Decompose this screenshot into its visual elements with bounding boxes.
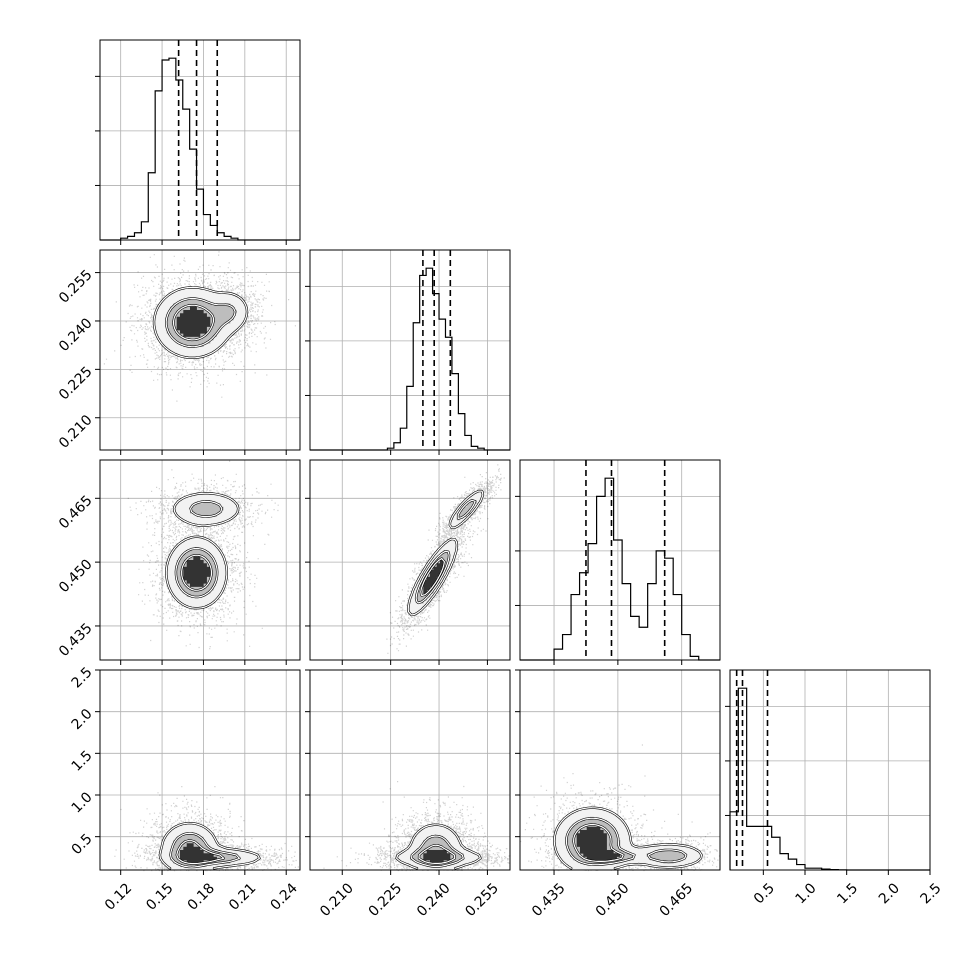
density-contour-highlight (573, 823, 624, 862)
sample-points (520, 744, 721, 872)
x-tick-label: 0.210 (317, 880, 357, 920)
x-tick-label: 0.465 (657, 880, 697, 920)
histogram-step (310, 267, 510, 451)
density-contour-highlight (407, 490, 484, 616)
panel-frame (99, 249, 301, 451)
density-fill-high (183, 556, 211, 587)
density-fill-high (180, 843, 217, 864)
panel-frame (729, 669, 931, 871)
density-contour-highlight (175, 500, 223, 598)
density-fill-high (423, 850, 451, 864)
density-contour-highlight (176, 840, 225, 865)
y-tick-label: 0.225 (56, 364, 96, 404)
x-tick-label: 0.255 (462, 880, 502, 920)
y-tick-label: 0.255 (56, 267, 96, 307)
density-contour-highlight (420, 557, 445, 597)
density-fill-high (576, 826, 621, 861)
scatter-density-panel: 0.435 0.450 0.465 (515, 669, 721, 920)
panel-frame (99, 669, 301, 871)
y-tick-label: 0.240 (56, 315, 96, 355)
panel-frame (519, 669, 721, 871)
scatter-density-panel: 0.12 0.15 0.18 0.21 0.24 0.5 1.0 1.5 2.0 2.5 (69, 664, 301, 913)
x-tick-label: 0.5 (751, 880, 778, 907)
y-tick-label: 2.5 (69, 664, 96, 691)
panel-frame (99, 459, 301, 661)
panel-frame (309, 669, 511, 871)
density-contour-highlight (181, 554, 213, 591)
density-contour-highlight (410, 835, 464, 868)
panel-frame (519, 459, 721, 661)
histogram-panel (515, 459, 721, 665)
histogram-step (100, 57, 300, 241)
x-tick-label: 0.18 (185, 880, 218, 913)
density-fill-mid (166, 300, 237, 347)
y-tick-label: 1.5 (69, 748, 96, 775)
histogram-panel (305, 249, 511, 455)
sample-points (127, 460, 279, 650)
density-fill-high (176, 306, 211, 337)
histogram-step (729, 687, 930, 871)
density-contour-highlight (565, 817, 687, 866)
x-tick-label: 0.24 (267, 880, 300, 913)
scatter-density-panel: 0.435 0.450 0.465 (56, 459, 301, 665)
density-contour-highlight (153, 286, 248, 359)
density-fill-low (406, 490, 484, 617)
x-tick-label: 1.5 (834, 880, 861, 907)
density-fill-high (423, 560, 444, 594)
x-tick-label: 2.5 (918, 880, 945, 907)
density-contour-highlight (165, 297, 236, 348)
density-fill-low (553, 806, 701, 871)
x-tick-label: 0.225 (366, 880, 406, 920)
y-tick-label: 0.465 (56, 493, 96, 533)
x-tick-label: 1.0 (793, 880, 820, 907)
x-tick-label: 0.450 (593, 880, 633, 920)
density-contour-highlight (159, 822, 260, 869)
panel-frame (99, 39, 301, 241)
density-contour-highlight (396, 824, 481, 869)
y-tick-label: 0.210 (56, 412, 96, 452)
panel-frame (309, 459, 511, 661)
corner-panels: 0.5 1.0 1.5 2.0 2.50.2100.2250.2400.2550.435… (56, 39, 945, 920)
density-fill-low (153, 286, 247, 357)
scatter-density-panel (305, 459, 511, 665)
y-tick-label: 0.450 (56, 556, 96, 596)
x-tick-label: 0.240 (414, 880, 454, 920)
histogram-panel: 0.5 1.0 1.5 2.0 2.5 (725, 669, 945, 907)
scatter-density-panel: 0.210 0.225 0.240 0.255 (56, 249, 301, 455)
x-tick-label: 0.12 (102, 880, 135, 913)
y-tick-label: 2.0 (69, 706, 96, 733)
histogram-panel (95, 39, 301, 245)
density-fill-low (396, 823, 481, 871)
x-tick-label: 2.0 (876, 880, 903, 907)
x-tick-label: 0.435 (529, 880, 569, 920)
y-tick-label: 0.5 (69, 831, 96, 858)
histogram-step (520, 477, 720, 661)
density-contour-highlight (418, 844, 456, 864)
x-tick-label: 0.21 (226, 880, 259, 913)
y-tick-label: 0.435 (56, 620, 96, 660)
y-tick-label: 1.0 (69, 789, 96, 816)
density-contour-highlight (415, 499, 476, 604)
panel-frame (309, 249, 511, 451)
density-contour-highlight (553, 807, 703, 869)
density-contour-highlight (165, 492, 239, 609)
density-contour-highlight (172, 304, 215, 341)
density-contour-highlight (169, 832, 240, 868)
x-tick-label: 0.15 (143, 880, 176, 913)
